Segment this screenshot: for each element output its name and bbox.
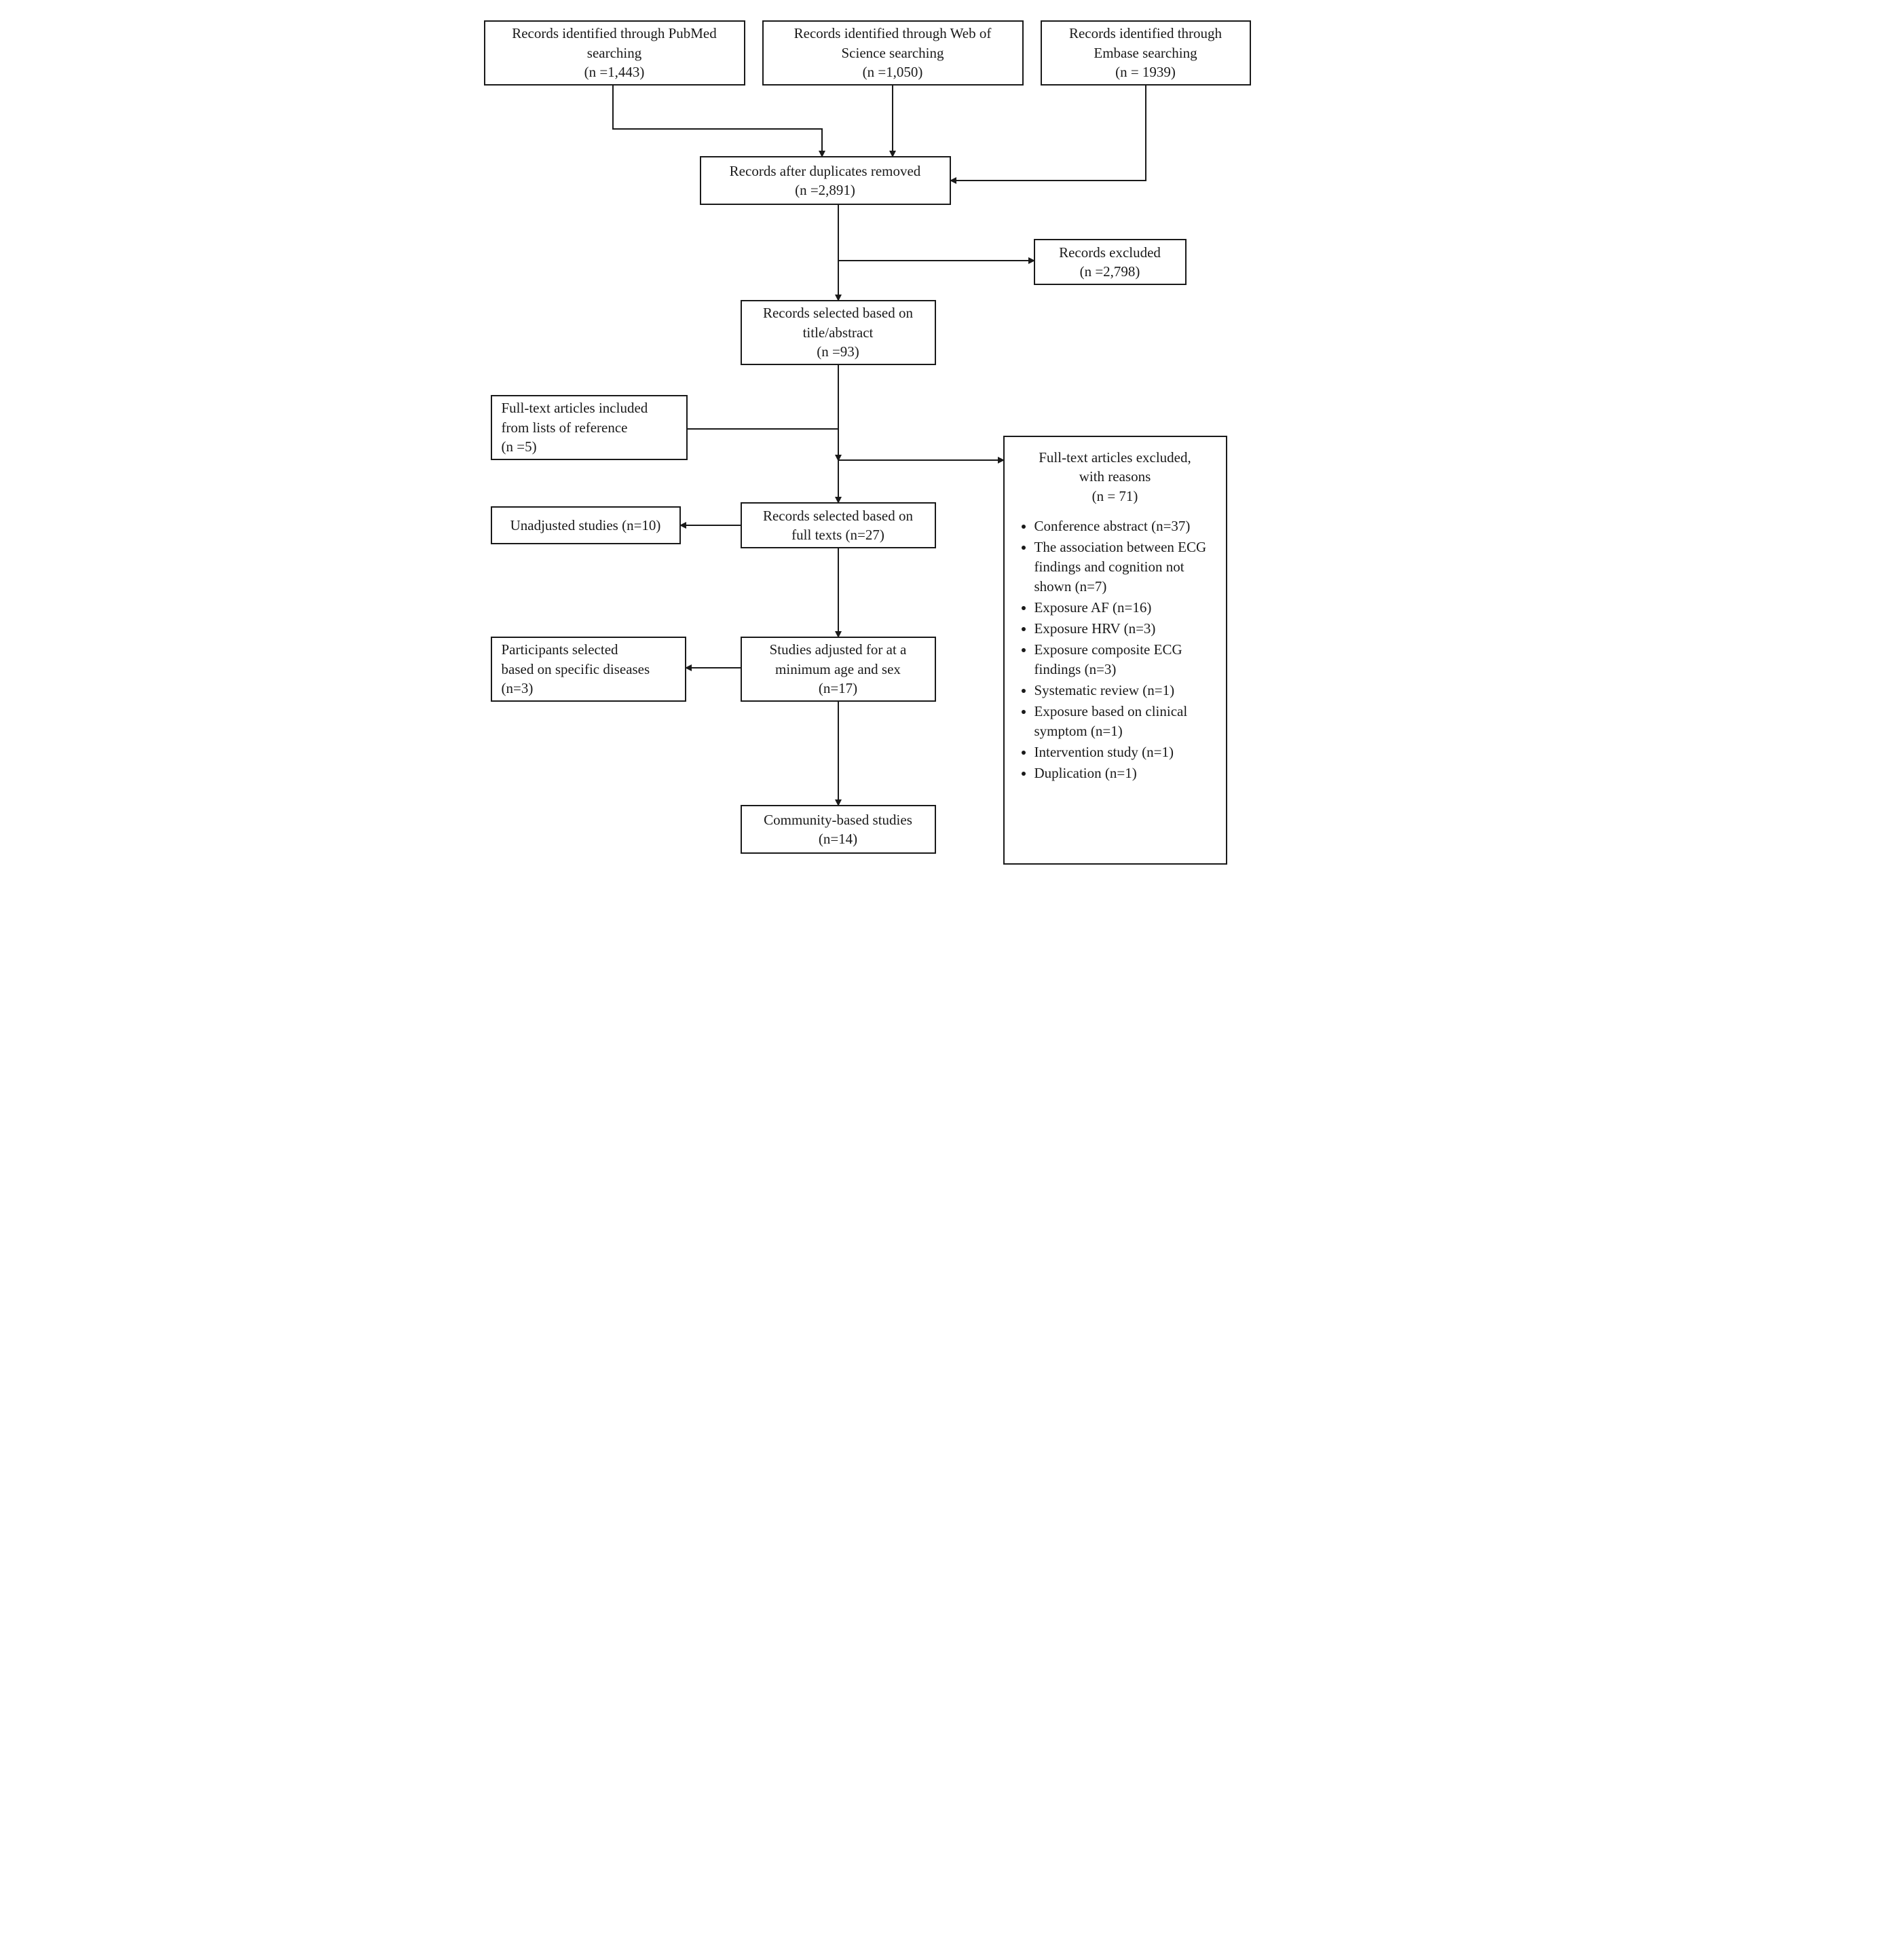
text: Embase searching — [1094, 43, 1197, 62]
text: Science searching — [841, 43, 944, 62]
box-records-excluded: Records excluded (n =2,798) — [1034, 239, 1187, 285]
text: title/abstract — [803, 323, 874, 342]
box-community: Community-based studies (n=14) — [741, 805, 936, 854]
text: Unadjusted studies (n=10) — [510, 516, 661, 535]
text: Participants selected — [502, 640, 618, 659]
text: Records excluded — [1059, 243, 1161, 262]
text: (n=17) — [819, 679, 857, 698]
text: (n =1,050) — [863, 62, 923, 81]
arrow-pubmed-to-dedup — [613, 86, 822, 156]
exclusion-reasons-list: Conference abstract (n=37)The associatio… — [1017, 516, 1214, 783]
box-specific-diseases: Participants selected based on specific … — [491, 637, 686, 702]
text: from lists of reference — [502, 418, 628, 437]
exclusion-reason-item: Exposure AF (n=16) — [1034, 598, 1214, 618]
box-full-texts: Records selected based on full texts (n=… — [741, 502, 936, 548]
text: full texts (n=27) — [791, 525, 884, 544]
box-web-of-science: Records identified through Web of Scienc… — [762, 20, 1024, 86]
text: Studies adjusted for at a — [770, 640, 907, 659]
exclusion-reason-item: Exposure composite ECG findings (n=3) — [1034, 640, 1214, 679]
text: Full-text articles excluded, — [1017, 448, 1214, 467]
text: based on specific diseases — [502, 660, 650, 679]
box-after-duplicates: Records after duplicates removed (n =2,8… — [700, 156, 951, 205]
box-from-references: Full-text articles included from lists o… — [491, 395, 688, 460]
text: Records selected based on — [763, 506, 913, 525]
text: with reasons — [1017, 467, 1214, 486]
text: (n=14) — [819, 829, 857, 848]
text: (n =2,891) — [795, 181, 855, 200]
text: (n = 1939) — [1115, 62, 1176, 81]
text: (n = 71) — [1017, 487, 1214, 506]
box-embase: Records identified through Embase search… — [1041, 20, 1251, 86]
exclusion-reason-item: The association between ECG findings and… — [1034, 538, 1214, 597]
exclusion-reason-item: Intervention study (n=1) — [1034, 742, 1214, 762]
box-unadjusted: Unadjusted studies (n=10) — [491, 506, 681, 544]
text: Full-text articles included — [502, 398, 648, 417]
text: Records identified through — [1069, 24, 1222, 43]
box-pubmed: Records identified through PubMed search… — [484, 20, 745, 86]
exclusion-reason-item: Systematic review (n=1) — [1034, 681, 1214, 700]
box-fulltext-excluded: Full-text articles excluded, with reason… — [1003, 436, 1227, 865]
text: minimum age and sex — [775, 660, 901, 679]
text: (n=3) — [502, 679, 534, 698]
exclusion-reason-item: Exposure HRV (n=3) — [1034, 619, 1214, 639]
text: (n =1,443) — [584, 62, 645, 81]
text: Records identified through Web of — [794, 24, 992, 43]
box-adjusted: Studies adjusted for at a minimum age an… — [741, 637, 936, 702]
exclusion-reason-item: Exposure based on clinical symptom (n=1) — [1034, 702, 1214, 741]
text: Records after duplicates removed — [730, 162, 921, 181]
text: Community-based studies — [764, 810, 912, 829]
text: Records identified through PubMed — [512, 24, 717, 43]
text: searching — [587, 43, 641, 62]
arrow-embase-to-dedup — [951, 86, 1146, 181]
text: (n =2,798) — [1080, 262, 1140, 281]
box-title-abstract: Records selected based on title/abstract… — [741, 300, 936, 365]
exclusion-reason-item: Conference abstract (n=37) — [1034, 516, 1214, 536]
exclusion-reason-item: Duplication (n=1) — [1034, 764, 1214, 783]
text: Records selected based on — [763, 303, 913, 322]
prisma-flowchart: Records identified through PubMed search… — [477, 20, 1427, 1004]
text: (n =93) — [817, 342, 859, 361]
text: (n =5) — [502, 437, 537, 456]
